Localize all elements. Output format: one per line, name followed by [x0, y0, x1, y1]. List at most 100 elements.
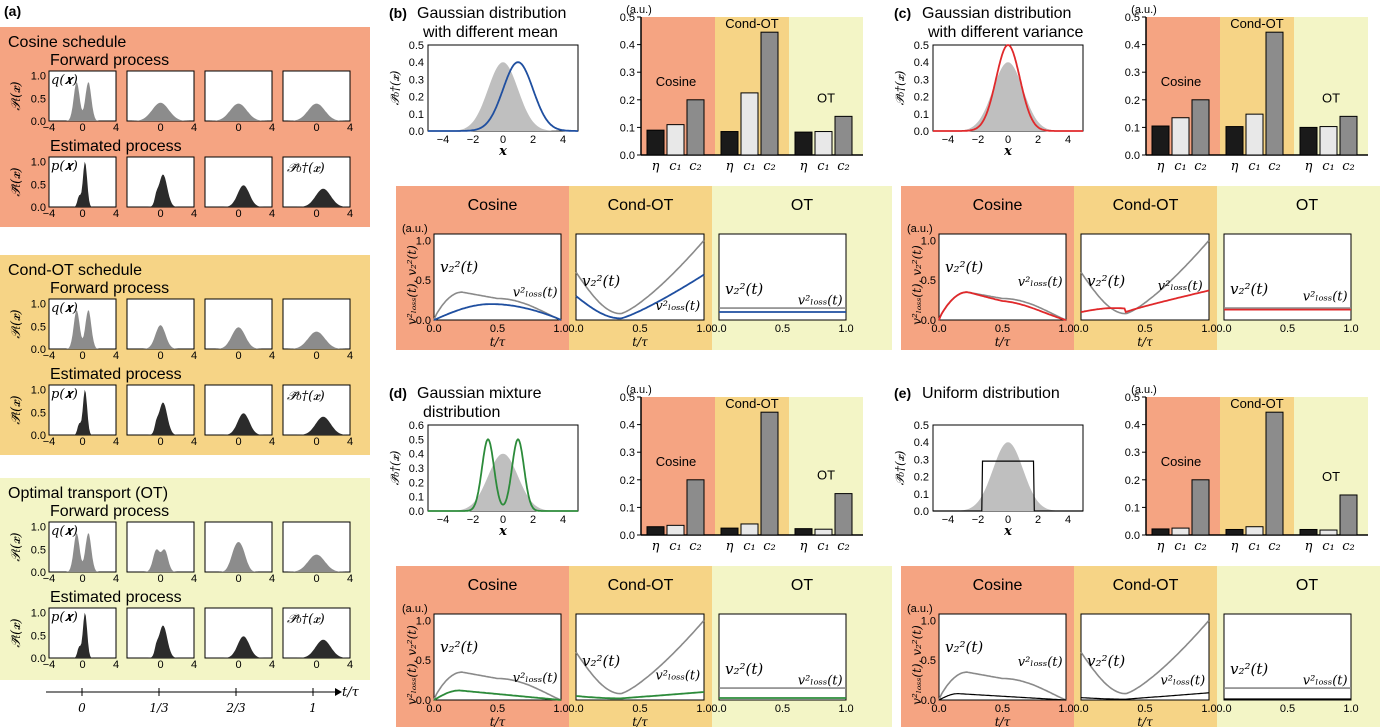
- loss-ytick: 1.0: [416, 235, 431, 247]
- dist-ytick: 0.1: [409, 109, 424, 121]
- v2-curve: [575, 619, 705, 695]
- bar-ytick: 0.0: [620, 530, 635, 542]
- time-axis-tick-label: 1/3: [149, 701, 169, 715]
- panel-letter: (d): [389, 385, 407, 401]
- estimated-process-label: Estimated process: [50, 366, 182, 383]
- tile-ytick: 0.0: [31, 567, 46, 579]
- loss-schedule-title: OT: [791, 577, 813, 594]
- bar-condot-c2: [760, 31, 779, 156]
- tile-xtick: 0: [235, 436, 241, 448]
- tile-ytick: 0.0: [31, 430, 46, 442]
- estimated-density-area: [49, 161, 116, 207]
- dist-ytick: 0.5: [409, 434, 424, 446]
- bar-cosine-c1: [666, 124, 685, 156]
- tile-xtick: 4: [113, 436, 119, 448]
- bar-condot-c1: [1245, 526, 1264, 536]
- estimated-process-label: Estimated process: [50, 138, 182, 155]
- dist-ylabel: 𝒫̃₀†(𝒙): [893, 450, 907, 485]
- bar-category-label: η: [1157, 539, 1165, 554]
- bar-cosine-eta: [1151, 125, 1170, 156]
- v2-label: v₂²(t): [1087, 652, 1125, 670]
- v2-label: v₂²(t): [1087, 272, 1125, 290]
- bar-ot-eta: [1299, 126, 1318, 156]
- loss-xtick: 0.5: [1280, 323, 1295, 335]
- schedule-block-ot: Optimal transport (OT)Forward process Est…: [0, 478, 370, 680]
- tile-xtick: 4: [269, 350, 275, 362]
- panel-title-line: distribution: [423, 404, 500, 421]
- loss-xtick: 0.0: [931, 703, 946, 715]
- tile-xtick: 4: [347, 208, 353, 220]
- bar-cosine-eta: [1151, 528, 1170, 536]
- loss-ylabel: v²ₗₒₛₛ(t), v₂²(t): [405, 245, 419, 325]
- loss-ylabel: v²ₗₒₛₛ(t), v₂²(t): [910, 625, 924, 705]
- bar-ot-c1: [814, 528, 833, 536]
- bar-category-label: c₁: [669, 159, 682, 174]
- loss-ytick: 0.5: [921, 275, 936, 287]
- bar-condot-c2: [1265, 31, 1284, 156]
- dist-ytick: 0.0: [409, 126, 424, 138]
- target-label: 𝒫̃₀†(𝒙): [287, 389, 325, 404]
- tile-ytick: 0.0: [31, 653, 46, 665]
- bar-schedule-label: Cond-OT: [1230, 396, 1284, 411]
- tile-xtick: 0: [313, 122, 319, 134]
- v2-label: v₂²(t): [725, 660, 763, 678]
- bar-ytick: 0.3: [620, 447, 635, 459]
- loss-xlabel: t/τ: [490, 335, 506, 349]
- bar-ytick: 0.2: [1125, 475, 1140, 487]
- loss-xtick: 1.0: [838, 323, 853, 335]
- vloss-curve: [938, 692, 1067, 701]
- tile-xtick: 4: [191, 436, 197, 448]
- bar-ytick: 0.1: [620, 502, 635, 514]
- estimated-density-area: [283, 188, 350, 207]
- estimated-density-area: [49, 612, 116, 658]
- bar-category-label: c₂: [1342, 159, 1355, 174]
- vloss-curve: [575, 273, 705, 320]
- dist-xtick: −2: [467, 514, 480, 526]
- v2-label: v₂²(t): [725, 280, 763, 298]
- dist-xtick: 4: [560, 514, 566, 526]
- loss-unit-label: (a.u.): [402, 603, 428, 615]
- tile-xtick: 0: [79, 573, 85, 585]
- loss-xlabel: t/τ: [632, 715, 648, 727]
- tile-ytick: 1.0: [31, 157, 46, 169]
- tile-xtick: 4: [191, 208, 197, 220]
- bar-category-label: η: [652, 159, 660, 174]
- bar-condot-c2: [760, 411, 779, 536]
- tile-xtick: 0: [79, 122, 85, 134]
- v2-curve: [433, 671, 562, 701]
- bar-ytick: 0.4: [620, 40, 635, 52]
- loss-plot-frame: [1080, 613, 1210, 701]
- v2-curve: [433, 291, 562, 321]
- loss-plot-frame: [938, 233, 1067, 321]
- target-density-line: [428, 438, 578, 512]
- estimated-density-area: [49, 389, 116, 435]
- dist-ytick: 0.2: [409, 92, 424, 104]
- dist-xtick: 0: [500, 134, 506, 146]
- v2-curve: [1080, 239, 1210, 315]
- tile-ytick: 1.0: [31, 608, 46, 620]
- bar-condot-c1: [740, 92, 759, 156]
- bar-category-label: c₂: [837, 539, 850, 554]
- tile-xtick: −4: [43, 208, 56, 220]
- dist-xlabel: 𝒙: [1003, 524, 1012, 539]
- loss-plot-frame: [575, 233, 705, 321]
- v2-curve: [1080, 619, 1210, 695]
- forward-density-area: [49, 310, 116, 349]
- tile-xtick: 4: [347, 436, 353, 448]
- loss-xlabel: t/τ: [1137, 335, 1153, 349]
- bar-cosine-eta: [646, 129, 665, 156]
- dist-xtick: 4: [560, 134, 566, 146]
- dist-xtick: −2: [467, 134, 480, 146]
- loss-xtick: 0.0: [1216, 703, 1231, 715]
- loss-ytick: 0.0: [921, 695, 936, 707]
- bar-category-label: c₂: [837, 159, 850, 174]
- loss-xtick: 1.0: [696, 323, 711, 335]
- bar-cosine-c1: [1171, 117, 1190, 156]
- bar-category-label: c₁: [817, 159, 830, 174]
- time-axis-tick-label: 0: [78, 701, 86, 715]
- bar-condot-eta: [1225, 528, 1244, 536]
- tile-xtick: 4: [269, 659, 275, 671]
- tile-xtick: −4: [43, 573, 56, 585]
- dist-xtick: −4: [437, 134, 450, 146]
- dist-ytick: 0.0: [914, 506, 929, 518]
